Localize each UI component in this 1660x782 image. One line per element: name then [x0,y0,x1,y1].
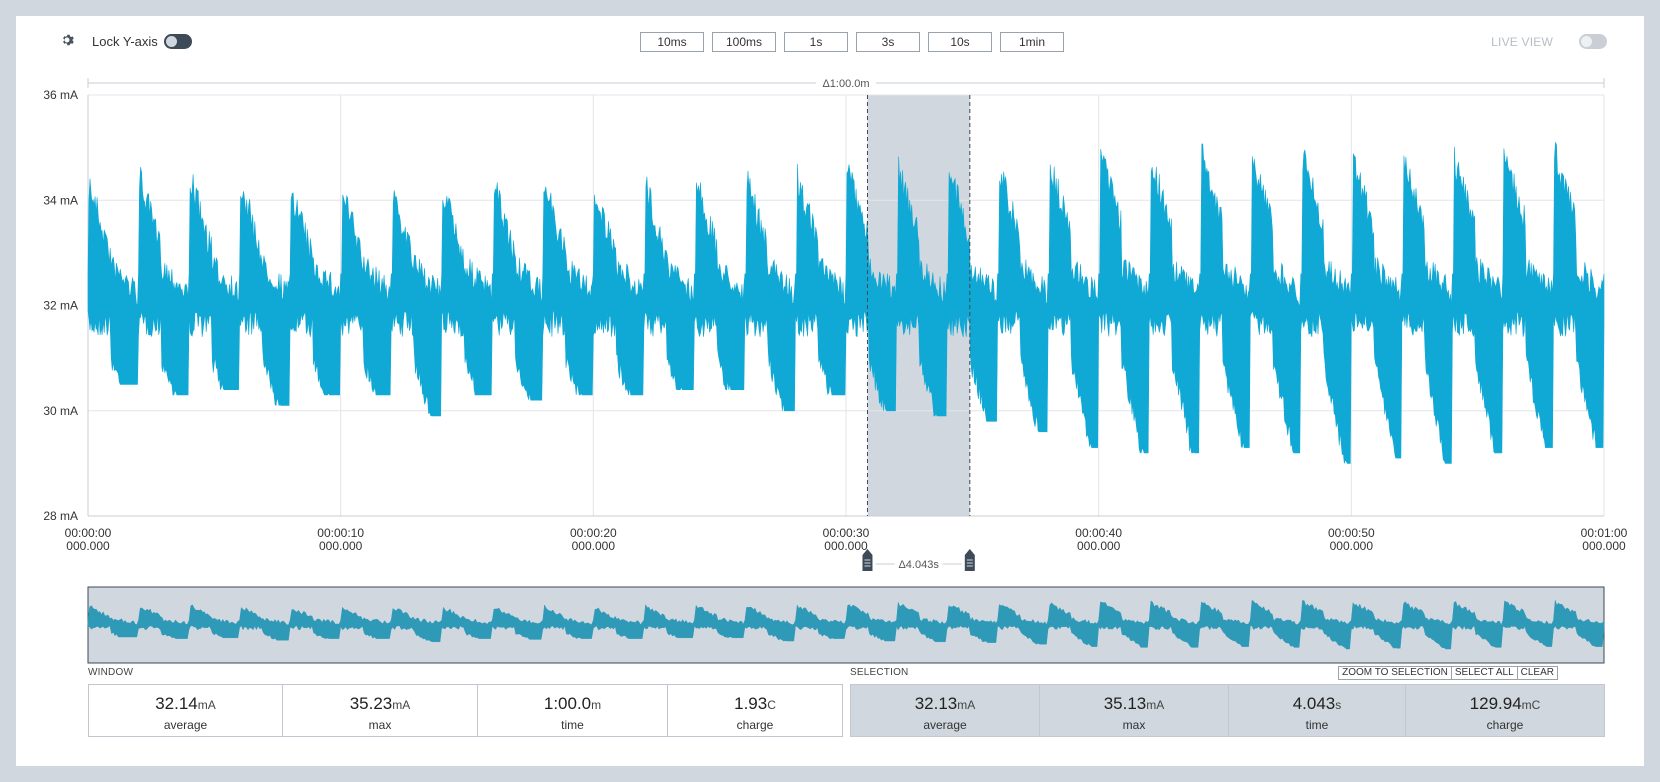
stat-value: 32.14mA [89,694,282,714]
x-tick-sublabel: 000.000 [1077,539,1121,553]
stat-label: charge [1486,718,1524,732]
stat-value: 35.13mA [1040,694,1228,714]
window-stat-time: 1:00.0m time [478,685,668,736]
zoom-button-10s[interactable]: 10s [928,32,992,52]
stat-label: time [561,718,584,732]
stat-unit: mC [1521,698,1541,712]
selection-stat-charge: 129.94mC charge [1406,685,1604,736]
stat-label: max [1122,718,1146,732]
stat-value: 35.23mA [283,694,477,714]
stat-number: 35.13 [1103,694,1147,713]
zoom-button-1min[interactable]: 1min [1000,32,1064,52]
stat-value: 4.043s [1229,694,1405,714]
zoom-button-3s[interactable]: 3s [856,32,920,52]
x-tick-label: 00:00:00 [65,526,112,540]
stat-number: 35.23 [349,694,393,713]
stat-number: 1:00.0 [543,694,592,713]
selection-stat-max: 35.13mA max [1040,685,1229,736]
stat-unit: m [591,698,602,712]
x-tick-sublabel: 000.000 [319,539,363,553]
selection-heading: SELECTION [850,667,909,678]
zoom-to-selection-button[interactable]: ZOOM TO SELECTION [1338,666,1452,680]
y-tick-label: 34 mA [43,193,78,207]
x-tick-sublabel: 000.000 [824,539,868,553]
zoom-button-1s[interactable]: 1s [784,32,848,52]
lock-y-axis-label: Lock Y-axis [92,34,158,49]
stat-label: average [163,718,208,732]
zoom-buttons: 10ms 100ms 1s 3s 10s 1min [640,32,1072,52]
stat-number: 32.14 [155,694,198,713]
selection-delta-label: Δ4.043s [898,559,939,571]
x-tick-label: 00:00:10 [317,526,364,540]
stat-label: average [923,718,967,732]
stat-unit: s [1335,698,1342,712]
x-tick-label: 00:00:50 [1328,526,1375,540]
selection-handle[interactable] [964,549,975,571]
lock-y-axis-toggle[interactable] [164,34,192,49]
zoom-button-100ms[interactable]: 100ms [712,32,776,52]
select-all-button[interactable]: SELECT ALL [1450,666,1518,680]
chart-toolbar: Lock Y-axis 10ms 100ms 1s 3s 10s 1min LIVE VI… [16,16,1644,66]
selection-handle[interactable] [862,549,873,571]
selection-stat-time: 4.043s time [1229,685,1406,736]
toggle-knob [1581,36,1592,47]
power-profiler-panel: Lock Y-axis 10ms 100ms 1s 3s 10s 1min LIVE VI… [16,16,1644,766]
x-tick-label: 00:00:40 [1075,526,1122,540]
live-view-toggle[interactable] [1579,34,1607,49]
chart-area[interactable]: Δ1:00.0m 36 mA 34 mA 32 mA 30 mA 28 mA 00:00:0… [16,66,1644,666]
selection-buttons: ZOOM TO SELECTION SELECT ALL CLEAR [1338,666,1558,680]
selection-delta-bg [894,557,943,571]
x-tick-sublabel: 000.000 [572,539,616,553]
stat-value: 1:00.0m [478,694,667,714]
selection-stats: 32.13mA average 35.13mA max 4.043s time 129.94… [850,684,1605,737]
clear-button[interactable]: CLEAR [1516,666,1558,680]
y-tick-label: 32 mA [43,299,78,313]
toggle-knob [166,36,177,47]
window-delta-bg [816,76,876,90]
minimap-waveform [87,599,1605,650]
minimap[interactable] [87,586,1605,664]
stat-unit: mA [197,698,216,712]
stat-number: 1.93 [734,694,768,713]
stat-number: 4.043 [1292,694,1336,713]
y-tick-label: 30 mA [43,404,78,418]
x-tick-sublabel: 000.000 [66,539,110,553]
stat-number: 32.13 [914,694,958,713]
window-stat-charge: 1.93C charge [668,685,842,736]
x-tick-sublabel: 000.000 [1330,539,1374,553]
window-stat-max: 35.23mA max [283,685,478,736]
gear-icon[interactable] [60,33,74,47]
stat-label: charge [736,718,774,732]
x-tick-label: 00:01:00 [1581,526,1628,540]
selection-stat-average: 32.13mA average [851,685,1040,736]
stat-value: 32.13mA [851,694,1039,714]
stat-unit: C [767,698,776,712]
stat-label: max [368,718,392,732]
live-view-label: LIVE VIEW [1491,35,1553,49]
window-stat-average: 32.14mA average [89,685,283,736]
window-stats: 32.14mA average 35.23mA max 1:00.0m time 1.93C… [88,684,843,737]
stat-value: 129.94mC [1406,694,1604,714]
x-tick-label: 00:00:30 [823,526,870,540]
stat-unit: mA [392,698,411,712]
current-waveform [87,142,1605,464]
window-heading: WINDOW [88,667,134,678]
stat-label: time [1305,718,1329,732]
stat-value: 1.93C [668,694,842,714]
stat-unit: mA [957,698,976,712]
y-tick-label: 36 mA [43,88,78,102]
stat-unit: mA [1146,698,1165,712]
zoom-button-10ms[interactable]: 10ms [640,32,704,52]
x-tick-sublabel: 000.000 [1582,539,1626,553]
window-delta-label: Δ1:00.0m [822,78,869,90]
stat-number: 129.94 [1469,694,1522,713]
x-tick-label: 00:00:20 [570,526,617,540]
y-tick-label: 28 mA [43,509,78,523]
